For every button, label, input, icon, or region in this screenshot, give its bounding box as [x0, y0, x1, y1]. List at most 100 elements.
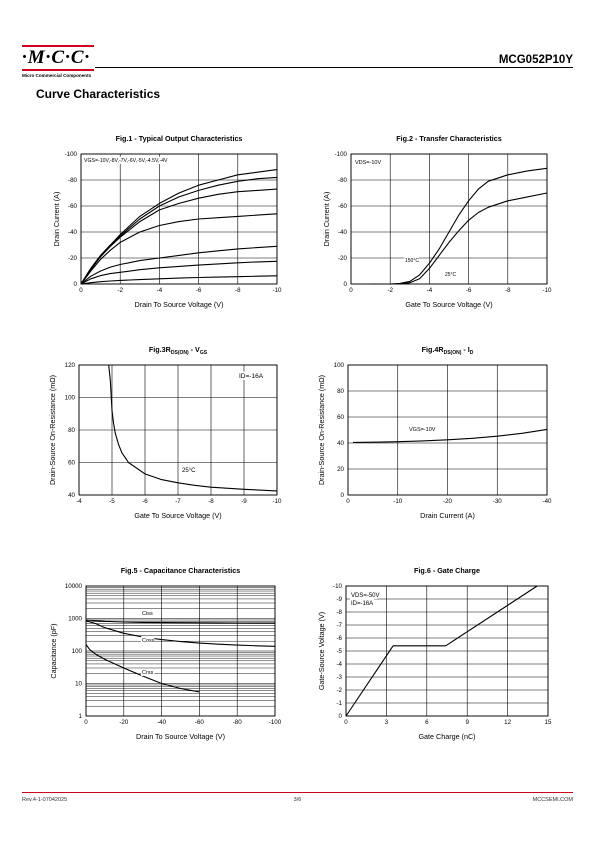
fig3-xtick-label: -5 — [109, 498, 115, 505]
fig3-xtick-label: -9 — [241, 498, 247, 505]
fig1-ytick-label: -80 — [68, 177, 78, 184]
fig3-ytick-label: 100 — [65, 395, 76, 402]
fig6-annotation: ID=-16A — [351, 601, 373, 607]
fig1-xtick-label: -8 — [235, 287, 241, 294]
fig4-xlabel: Drain Current (A) — [420, 511, 475, 520]
logo-text: ·M·C·C· — [22, 47, 91, 68]
fig3-ytick-label: 40 — [68, 492, 75, 499]
fig5-xtick-label: -40 — [157, 719, 167, 726]
fig6-xtick-label: 3 — [385, 719, 389, 726]
fig3-annotation: ID=-16A — [239, 373, 264, 380]
fig4-series-vgs10v — [352, 428, 548, 443]
fig2-ytick-label: -80 — [338, 177, 348, 184]
fig6-ytick-label: -6 — [336, 635, 342, 642]
fig6-annotation-bg — [350, 591, 377, 599]
fig1-series-2 — [80, 188, 278, 285]
fig6-title: Fig.6 - Gate Charge — [414, 566, 480, 575]
fig6-xtick-label: 0 — [344, 719, 348, 726]
fig1-xtick-label: -10 — [273, 287, 283, 294]
fig1-ylabel: Drain Current (A) — [52, 192, 61, 247]
website-link[interactable]: MCCSEMI.COM — [532, 797, 573, 803]
fig4-ytick-label: 20 — [337, 466, 344, 473]
fig3-plot-frame — [78, 364, 278, 496]
fig2-annotation: 25°C — [445, 272, 457, 278]
fig1-xtick-label: -6 — [196, 287, 202, 294]
fig4-annotation-bg — [408, 425, 433, 433]
logo-subtitle: Micro Commercial Components — [22, 73, 92, 78]
fig1-series-6 — [80, 275, 278, 285]
fig3-ytick-label: 120 — [65, 362, 76, 369]
fig5-xtick-label: 0 — [84, 719, 88, 726]
fig6-xlabel: Gate Charge (nC) — [418, 732, 475, 741]
fig2-xtick-label: -4 — [427, 287, 433, 294]
fig5-xtick-label: -100 — [269, 719, 282, 726]
fig3-annotation: 25°C — [182, 468, 196, 474]
fig2-ytick-label: -40 — [338, 229, 348, 236]
fig5-annotation-bg — [141, 668, 155, 676]
fig4-ytick-label: 0 — [341, 492, 345, 499]
footer-divider — [22, 792, 573, 793]
fig5-annotation: Coss — [142, 638, 155, 644]
fig6-annotation-bg — [350, 599, 374, 607]
fig4-ytick-label: 40 — [337, 440, 344, 447]
fig3-ytick-label: 80 — [68, 427, 75, 434]
part-number: MCG052P10Y — [498, 54, 573, 66]
fig4-xtick-label: -10 — [393, 498, 403, 505]
fig4-xtick-label: -30 — [493, 498, 503, 505]
fig6-ytick-label: -2 — [336, 687, 342, 694]
fig5-ytick-label: 100 — [72, 648, 83, 655]
fig1-ytick-label: -100 — [65, 151, 78, 158]
page-number: 3/6 — [293, 797, 302, 803]
fig6-ylabel: Gate-Source Voltage (V) — [317, 612, 326, 690]
fig5-series-ciss — [85, 619, 275, 624]
fig3-xtick-label: -6 — [142, 498, 148, 505]
fig6-ytick-label: 0 — [339, 713, 343, 720]
fig2-ytick-label: -20 — [338, 255, 348, 262]
fig2-ytick-label: -60 — [338, 203, 348, 210]
fig6-ytick-label: -9 — [336, 596, 342, 603]
fig3-xtick-label: -8 — [208, 498, 214, 505]
fig3-ylabel: Drain-Source On-Resistance (mΩ) — [48, 375, 57, 485]
fig3-xtick-label: -10 — [273, 498, 283, 505]
fig1-series-3 — [80, 213, 278, 285]
fig2-xtick-label: -6 — [466, 287, 472, 294]
fig5-series-coss — [85, 620, 276, 647]
fig2-annotation-bg — [444, 271, 457, 278]
header-divider — [95, 67, 573, 68]
fig2-series-25c — [390, 192, 548, 285]
fig3-xtick-label: -7 — [175, 498, 181, 505]
fig5-plot-frame — [85, 585, 276, 717]
fig1-xtick-label: -4 — [157, 287, 163, 294]
fig3-series-25c — [108, 364, 278, 492]
fig2-title: Fig.2 - Transfer Characteristics — [396, 134, 501, 143]
fig4-ytick-label: 80 — [337, 388, 344, 395]
fig6-ytick-label: -1 — [336, 700, 342, 707]
fig2-annotation: VDS=-10V — [355, 160, 381, 166]
fig1-ytick-label: -60 — [68, 203, 78, 210]
logo-bottom-bar — [22, 69, 94, 71]
fig2-xtick-label: -2 — [387, 287, 393, 294]
fig6-ytick-label: -7 — [336, 622, 342, 629]
fig6-ytick-label: -5 — [336, 648, 342, 655]
fig4-ylabel: Drain-Source On-Resistance (mΩ) — [317, 375, 326, 485]
fig2-ytick-label: -100 — [335, 151, 348, 158]
fig1-xtick-label: 0 — [79, 287, 83, 294]
fig1-series-4 — [80, 245, 278, 285]
fig2-plot-frame — [350, 153, 548, 285]
fig3-annotation-bg — [238, 371, 264, 380]
page-title: Curve Characteristics — [36, 87, 161, 101]
fig2-annotation: 150°C — [405, 258, 419, 264]
fig5-annotation-bg — [141, 609, 155, 617]
fig5-xtick-label: -20 — [119, 719, 129, 726]
fig1-annotation-bg — [83, 156, 174, 164]
fig3-xtick-label: -4 — [76, 498, 82, 505]
fig2-xlabel: Gate To Source Voltage (V) — [405, 300, 492, 309]
revision-text: Rev.4-1-07042025 — [22, 797, 68, 803]
fig6-xtick-label: 15 — [545, 719, 552, 726]
fig2-ylabel: Drain Current (A) — [322, 192, 331, 247]
fig5-xtick-label: -60 — [195, 719, 205, 726]
fig2-xtick-label: 0 — [349, 287, 353, 294]
fig2-ytick-label: 0 — [344, 281, 348, 288]
fig4-xtick-label: -20 — [443, 498, 453, 505]
